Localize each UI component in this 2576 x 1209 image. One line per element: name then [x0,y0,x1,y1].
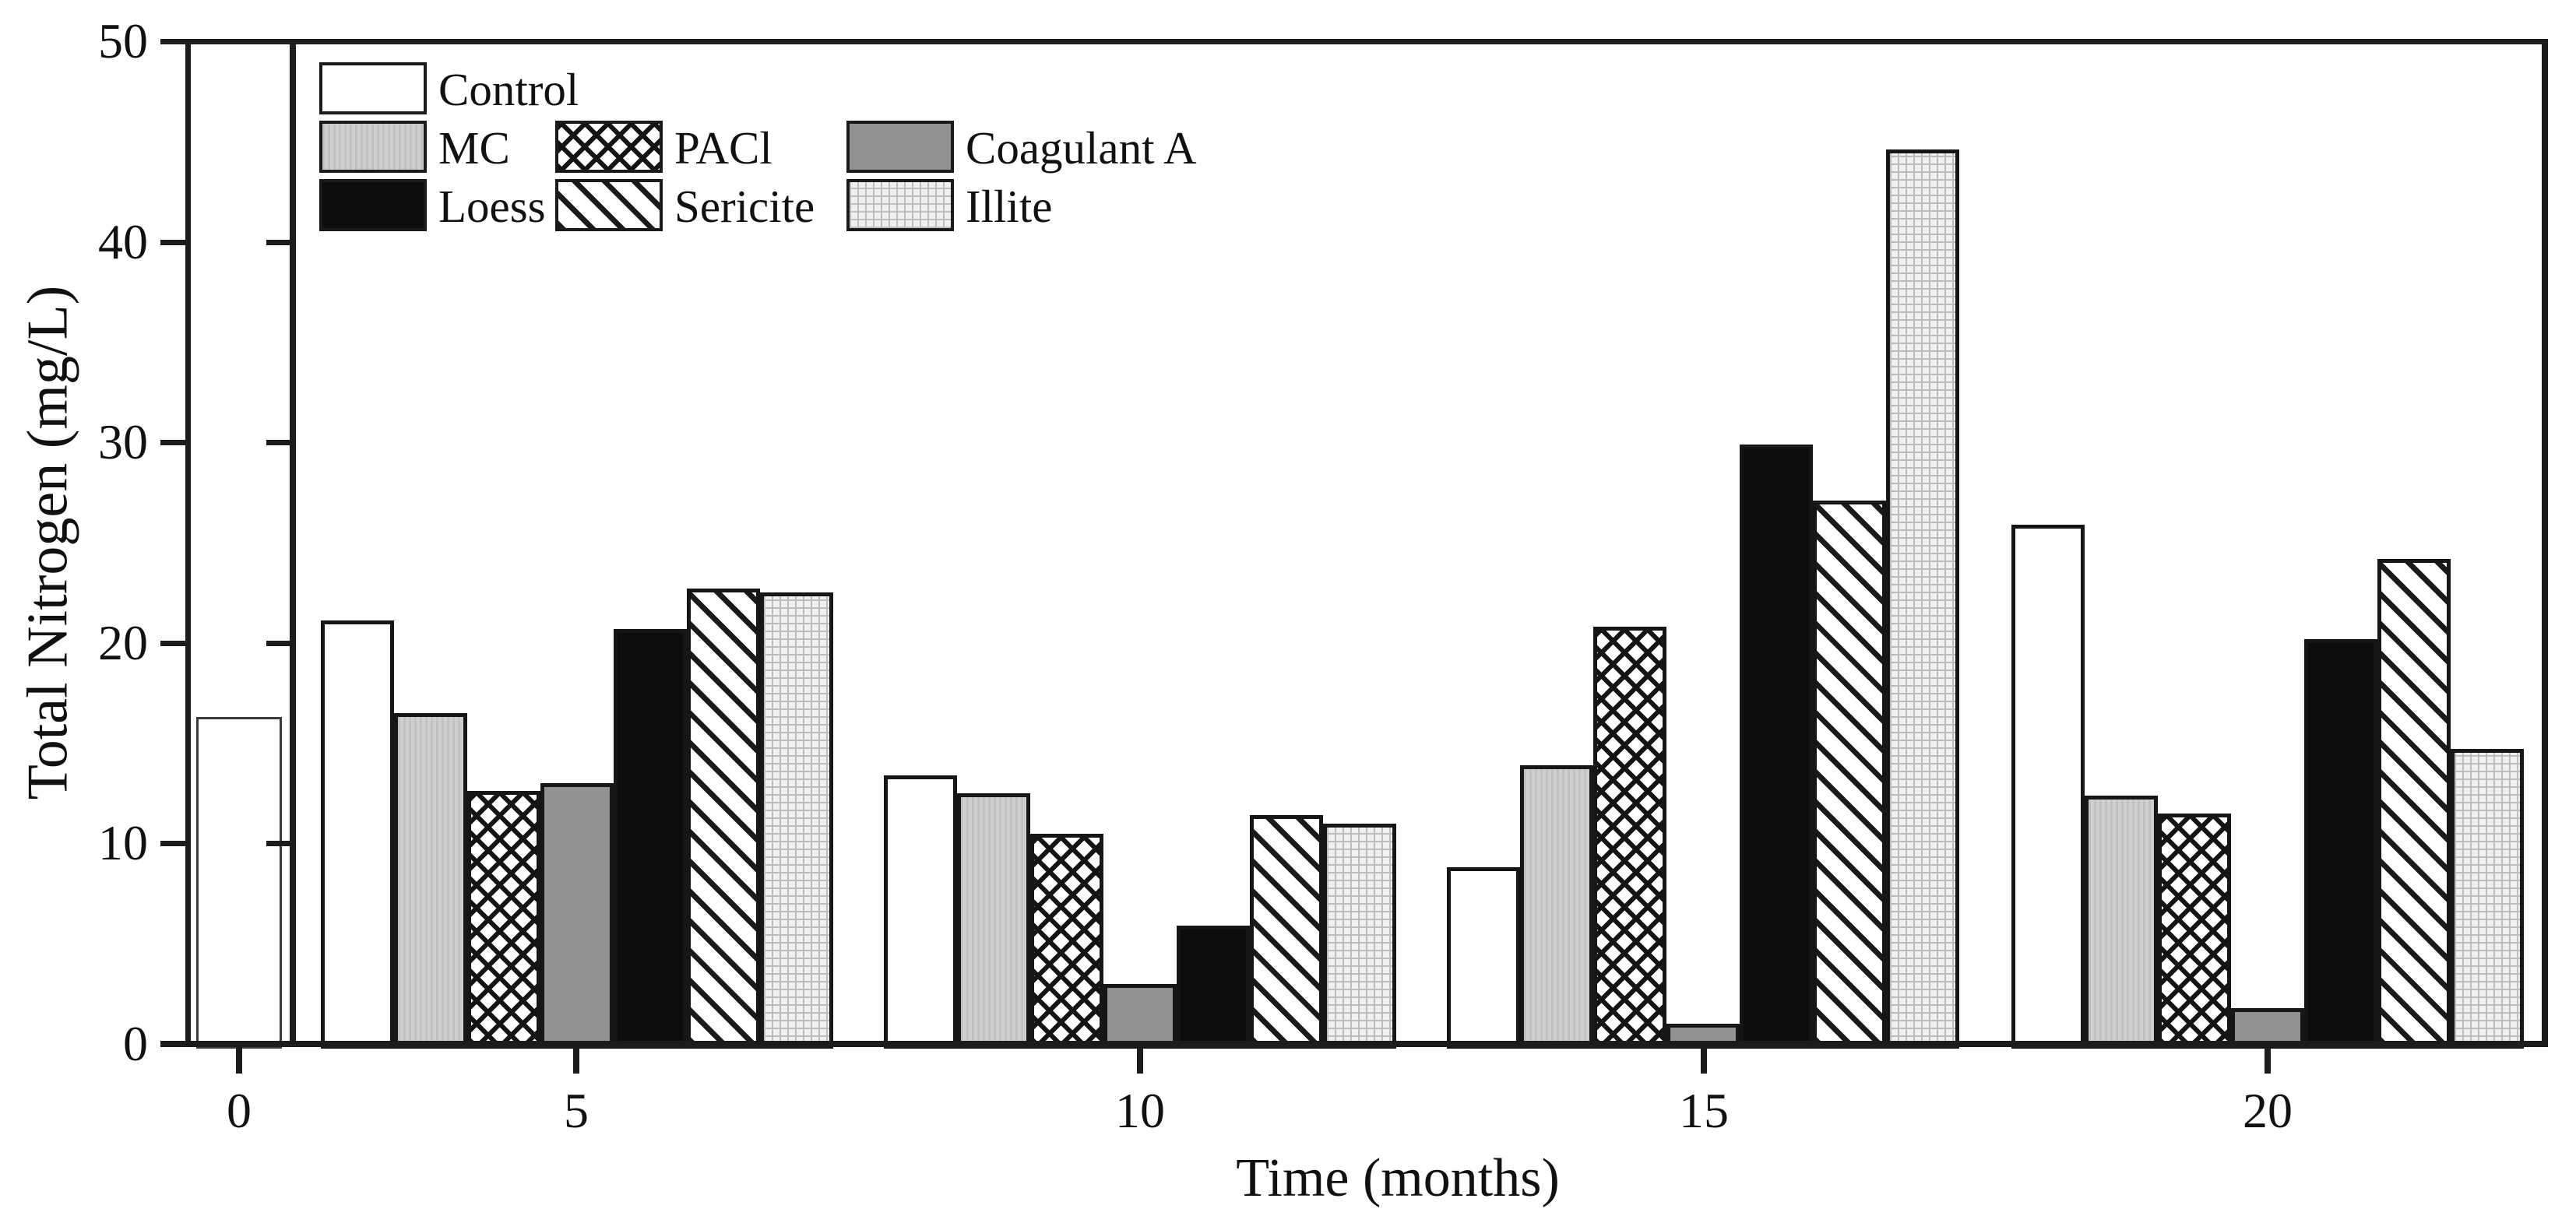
y-axis-title: Total Nitrogen (mg/L) [16,285,80,800]
y-axis-line [185,39,191,1047]
bar-coagulant-a-month-5 [540,783,614,1049]
bar-mc-month-10 [957,793,1030,1049]
bar-pacl-month-20 [2158,813,2231,1049]
legend-swatch-coagulant-a [846,121,954,173]
y-tick-label-20: 20 [98,614,148,670]
legend-swatch-illite [846,179,954,231]
bar-illite-month-10 [1323,823,1396,1049]
legend-label-mc: MC [438,122,510,174]
legend-label-coagulant-a: Coagulant A [966,122,1197,174]
legend-label-sericite: Sericite [674,181,815,232]
x-tick-label-5: 5 [564,1083,589,1138]
legend-swatch-pacl [555,121,663,173]
x-tick-10 [1137,1047,1143,1074]
legend-label-illite: Illite [966,181,1053,232]
y-tick-outer-40 [160,239,185,245]
bar-pacl-month-5 [467,791,540,1049]
legend-label-control: Control [438,64,579,115]
y-tick-outer-30 [160,440,185,446]
legend-label-pacl: PACl [674,122,772,174]
plot-top-frame [160,39,2548,44]
legend-swatch-control [319,62,427,114]
bar-sericite-month-10 [1250,815,1323,1049]
bar-mc-month-15 [1520,764,1593,1049]
y-tick-inner-40 [266,239,290,245]
plot-left-frame [290,39,296,1047]
bar-control-month-0 [196,717,282,1049]
bar-control-month-10 [884,775,957,1049]
x-tick-5 [573,1047,579,1074]
y-tick-label-0: 0 [123,1016,148,1071]
x-tick-label-0: 0 [227,1083,252,1138]
bar-illite-month-15 [1886,149,1959,1049]
y-tick-inner-30 [266,440,290,446]
bar-loess-month-5 [614,628,687,1049]
x-tick-20 [2265,1047,2271,1074]
plot-right-frame [2542,39,2548,1047]
bar-illite-month-20 [2451,749,2524,1049]
x-tick-label-10: 10 [1115,1083,1165,1138]
bar-coagulant-a-month-10 [1103,983,1177,1049]
x-axis-title: Time (months) [1236,1148,1560,1208]
bar-illite-month-5 [760,592,833,1049]
x-tick-label-15: 15 [1679,1083,1729,1138]
y-tick-outer-10 [160,841,185,847]
y-tick-label-50: 50 [98,13,148,69]
bar-loess-month-20 [2304,638,2377,1049]
bar-loess-month-15 [1740,444,1813,1049]
x-axis-line [160,1041,2548,1047]
legend-swatch-loess [319,179,427,231]
legend-swatch-sericite [555,179,663,231]
y-tick-inner-10 [266,841,290,847]
bar-mc-month-20 [2085,795,2158,1049]
x-tick-label-20: 20 [2243,1083,2293,1138]
x-tick-15 [1701,1047,1707,1074]
bar-control-month-15 [1447,867,1520,1049]
y-tick-label-30: 30 [98,414,148,470]
bar-loess-month-10 [1177,926,1250,1049]
bar-sericite-month-20 [2377,558,2451,1049]
bar-pacl-month-10 [1030,833,1103,1049]
bar-sericite-month-5 [687,589,760,1049]
legend-label-loess: Loess [438,181,546,232]
bar-mc-month-5 [394,712,467,1049]
x-tick-0 [236,1047,242,1074]
y-tick-label-40: 40 [98,213,148,269]
bar-pacl-month-15 [1593,627,1666,1049]
bar-sericite-month-15 [1813,500,1886,1049]
legend-swatch-mc [319,121,427,173]
y-tick-outer-20 [160,640,185,646]
bar-control-month-5 [321,620,394,1049]
bar-control-month-20 [2011,524,2085,1049]
y-tick-inner-20 [266,640,290,646]
y-tick-label-10: 10 [98,815,148,871]
